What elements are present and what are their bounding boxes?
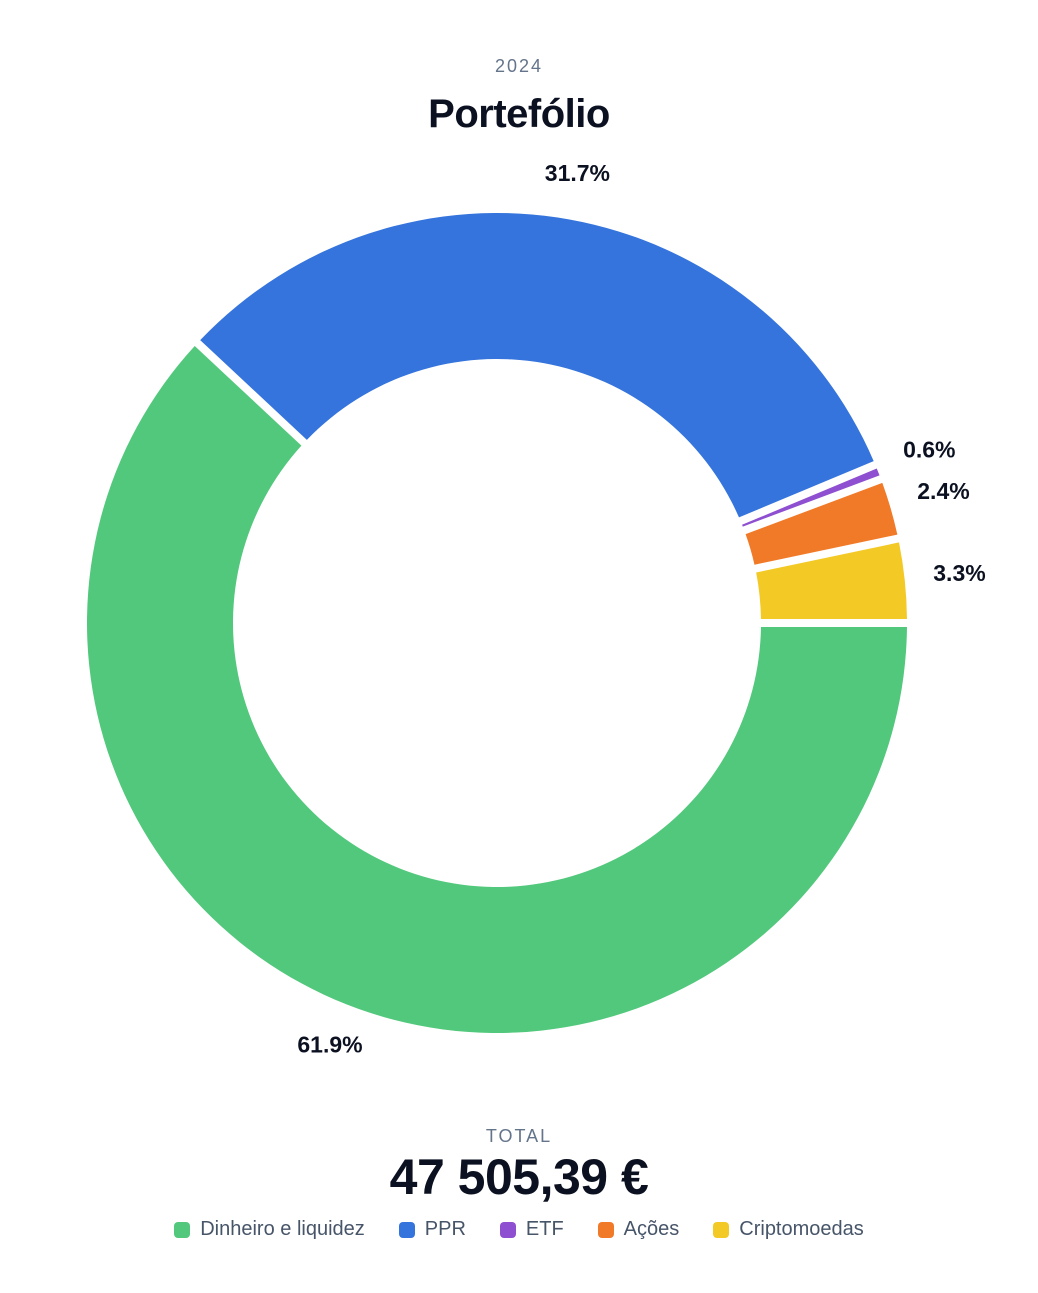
legend-swatch (174, 1221, 191, 1238)
chart-legend: Dinheiro e liquidez PPR ETF Ações Cripto… (0, 1218, 1038, 1241)
legend-swatch (499, 1221, 516, 1238)
slice-label-ppr: 31.7% (545, 160, 610, 186)
donut-chart: 61.9% 31.7% 0.6% 2.4% 3.3% (86, 160, 986, 1057)
legend-swatch (398, 1221, 415, 1238)
slice-label-dinheiro: 61.9% (297, 1031, 362, 1057)
chart-year: 2024 (494, 56, 544, 76)
legend-item-dinheiro[interactable]: Dinheiro e liquidez (174, 1218, 365, 1241)
legend-item-etf[interactable]: ETF (499, 1218, 564, 1241)
chart-title: Portefólio (428, 92, 610, 136)
slice-label-criptomoedas: 3.3% (933, 560, 985, 586)
legend-label: Dinheiro e liquidez (200, 1218, 365, 1240)
legend-label: PPR (424, 1218, 466, 1240)
slice-label-etf: 0.6% (903, 437, 955, 463)
donut-slice-dinheiro[interactable] (86, 345, 907, 1034)
total-label: TOTAL (485, 1126, 553, 1146)
legend-swatch (597, 1221, 614, 1238)
legend-item-ppr[interactable]: PPR (398, 1218, 466, 1241)
donut-slice-acoes[interactable] (745, 482, 898, 565)
donut-slice-etf[interactable] (742, 468, 880, 527)
legend-swatch (713, 1221, 730, 1238)
legend-label: ETF (525, 1218, 564, 1240)
slice-label-acoes: 2.4% (917, 478, 969, 504)
donut-slice-criptomoedas[interactable] (756, 542, 907, 620)
legend-label: Criptomoedas (739, 1218, 864, 1240)
legend-item-criptomoedas[interactable]: Criptomoedas (713, 1218, 864, 1241)
total-value: 47 505,39 € (389, 1149, 649, 1205)
legend-label: Ações (623, 1218, 680, 1240)
donut-slice-ppr[interactable] (200, 212, 874, 518)
legend-item-acoes[interactable]: Ações (597, 1218, 680, 1241)
